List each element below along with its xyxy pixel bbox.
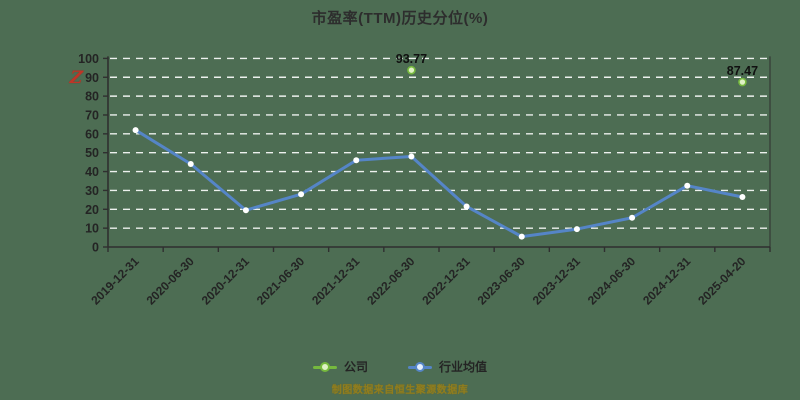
y-tick-label: 50 — [85, 146, 99, 160]
y-tick-label: 70 — [85, 108, 99, 122]
industry-average-point[interactable] — [684, 182, 691, 189]
industry-average-point[interactable] — [132, 127, 139, 134]
legend-item-industry-average[interactable]: 行业均值 — [408, 358, 487, 375]
y-tick-label: 20 — [85, 203, 99, 217]
x-tick-label: 2022-06-30 — [364, 254, 418, 308]
chart-legend: 公司 行业均值 — [0, 358, 800, 375]
company-point[interactable] — [407, 65, 416, 75]
chart-title: 市盈率(TTM)历史分位(%) — [311, 10, 489, 27]
x-tick-label: 2021-06-30 — [254, 254, 308, 308]
y-tick-label: 90 — [85, 71, 99, 85]
x-tick-label: 2025-04-20 — [695, 254, 749, 308]
legend-label-company: 公司 — [343, 360, 368, 374]
industry-average-point[interactable] — [353, 157, 360, 164]
x-tick-label: 2022-12-31 — [419, 254, 473, 308]
x-tick-label: 2020-12-31 — [199, 254, 253, 308]
company-point-value-label: 87.47 — [727, 64, 758, 78]
y-tick-label: 40 — [85, 165, 99, 179]
y-tick-label: 60 — [85, 127, 99, 141]
x-tick-label: 2024-06-30 — [585, 254, 639, 308]
y-tick-label: 100 — [78, 52, 99, 66]
industry-average-point[interactable] — [463, 203, 470, 210]
company-legend-marker-icon — [312, 361, 337, 372]
industry-average-point[interactable] — [298, 191, 305, 198]
data-source-watermark: 制图数据来自恒生聚源数据库 — [331, 385, 469, 396]
industry-legend-marker-icon — [408, 361, 432, 372]
x-tick-label: 2019-12-31 — [88, 254, 142, 308]
x-tick-label: 2021-12-31 — [309, 254, 363, 308]
x-tick-label: 2024-12-31 — [640, 254, 694, 308]
industry-average-point[interactable] — [629, 214, 636, 221]
y-tick-label: 80 — [85, 90, 99, 104]
y-tick-label: 0 — [92, 241, 99, 255]
industry-average-point[interactable] — [518, 233, 525, 240]
industry-average-point[interactable] — [242, 207, 249, 214]
y-tick-label: 10 — [85, 222, 99, 236]
industry-average-point[interactable] — [573, 226, 580, 233]
company-point-value-label: 93.77 — [396, 52, 427, 66]
industry-average-point[interactable] — [187, 161, 194, 168]
x-tick-label: 2023-12-31 — [530, 254, 584, 308]
x-tick-label: 2023-06-30 — [475, 254, 529, 308]
industry-average-point[interactable] — [408, 153, 415, 160]
legend-label-industry-average: 行业均值 — [439, 360, 488, 374]
x-tick-label: 2020-06-30 — [144, 254, 198, 308]
industry-average-point[interactable] — [739, 194, 746, 201]
company-point[interactable] — [738, 77, 747, 87]
industry-average-line[interactable] — [134, 128, 744, 239]
legend-item-company[interactable]: 公司 — [312, 358, 368, 375]
y-tick-label: 30 — [85, 184, 99, 198]
